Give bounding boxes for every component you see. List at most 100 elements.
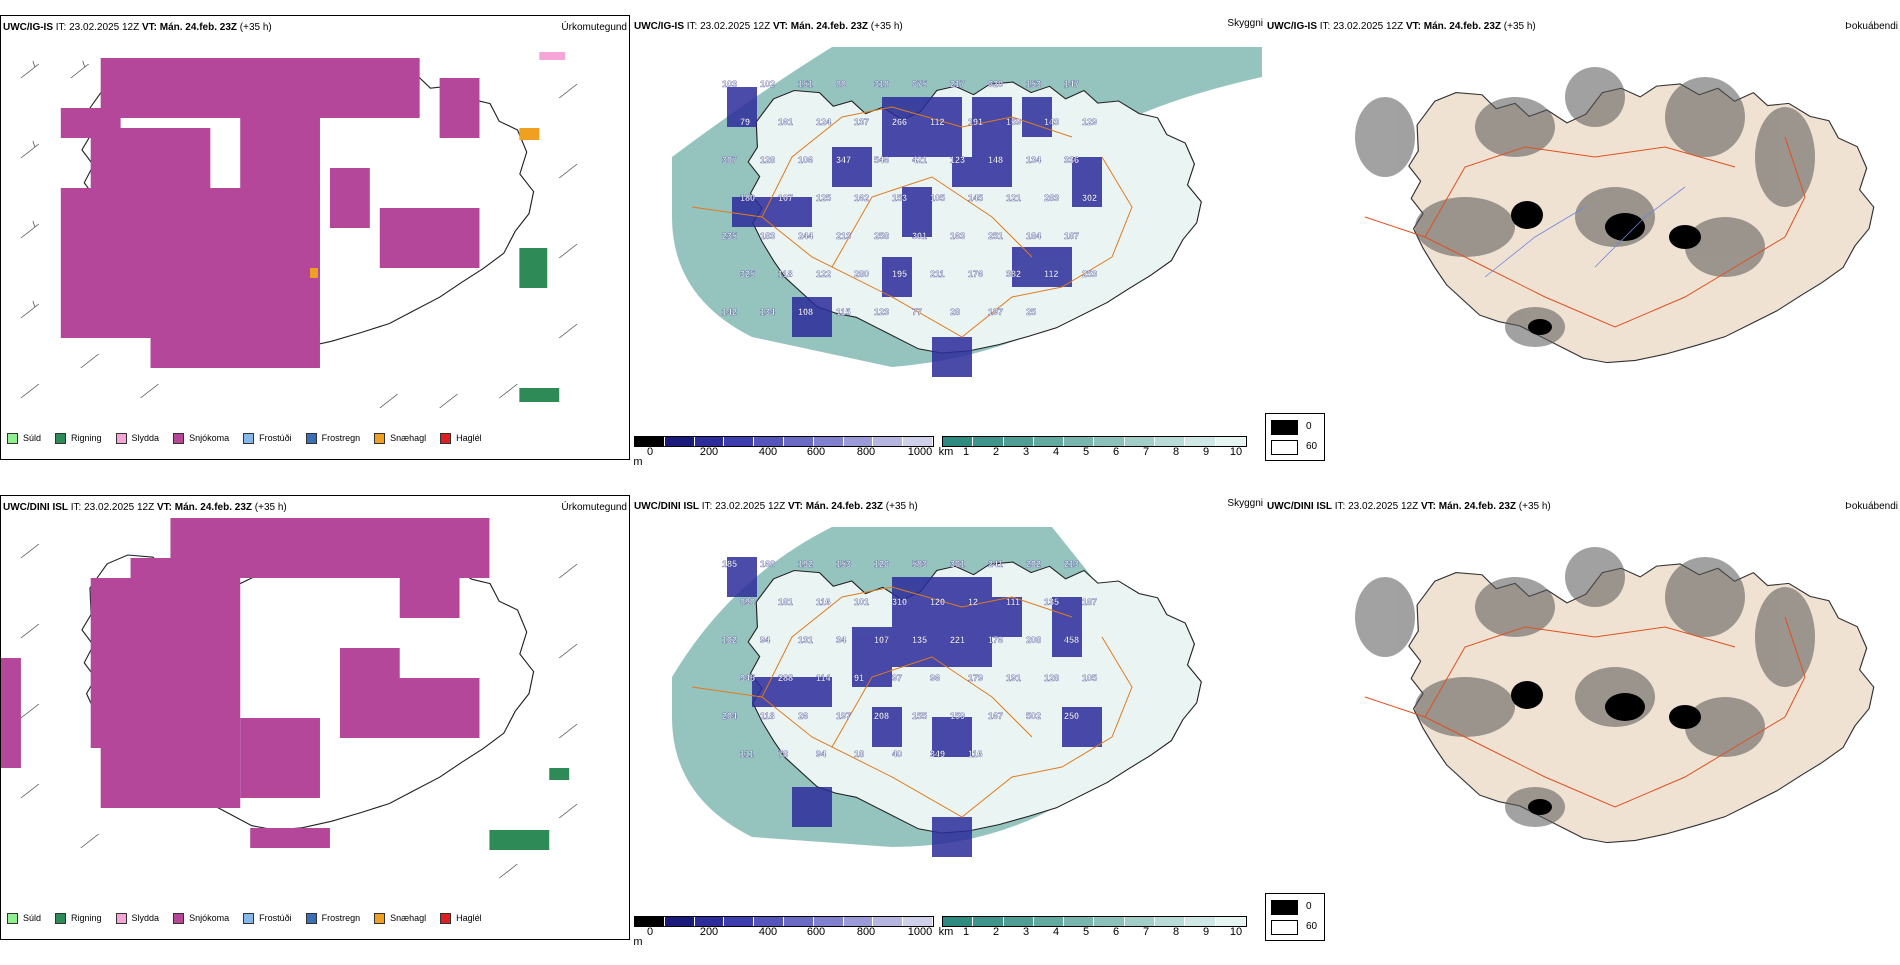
panel-title: Skyggni	[1227, 18, 1263, 29]
cloud-base-label: 347	[836, 155, 851, 165]
cloud-base-label: 213	[836, 231, 851, 241]
cloud-base-label: 151	[798, 79, 813, 89]
panel-title: Skyggni	[1227, 498, 1263, 509]
legend-item: Slydda	[115, 911, 159, 925]
precip-map	[1, 38, 629, 433]
cloud-base-label: 280	[854, 269, 869, 279]
cloud-base-areas	[727, 87, 1102, 377]
fog-map	[1265, 517, 1900, 912]
cloud-base-label: 135	[912, 635, 927, 645]
cloud-base-label: 116	[968, 749, 983, 759]
legend-item: Snæhagl	[374, 911, 426, 925]
cloud-base-label: 167	[988, 711, 1003, 721]
cloud-base-label: 185	[722, 559, 737, 569]
legend-item: Rigning	[55, 911, 102, 925]
panel-header: UWC/IG-IS IT: 23.02.2025 12Z VT: Mán. 24…	[634, 18, 1263, 35]
cloud-base-label: 102	[722, 635, 737, 645]
colorbar-tick: 0	[646, 926, 654, 938]
legend-item: Frostúði	[243, 431, 292, 445]
colorbar-tick: 200	[699, 926, 719, 938]
cloud-base-label: 211	[930, 269, 945, 279]
cloud-base-label: 128	[760, 155, 775, 165]
cloud-base-label: 101	[854, 597, 869, 607]
cloud-base-label: 131	[798, 635, 813, 645]
colorbar-tick: 6	[1112, 926, 1120, 938]
cloud-base-label: 107	[874, 635, 889, 645]
cloud-base-label: 155	[912, 711, 927, 721]
cloud-base-label: 283	[1044, 193, 1059, 203]
precip-type-panel: UWC/DINI ISL IT: 23.02.2025 12Z VT: Mán.…	[0, 495, 630, 940]
colorbar-tick: 1	[962, 926, 970, 938]
cloud-base-label: 546	[874, 155, 889, 165]
colorbar-tick: 3	[1022, 446, 1030, 458]
legend-item: Frostregn	[305, 911, 360, 925]
precip-type-panel: UWC/IG-IS IT: 23.02.2025 12Z VT: Mán. 24…	[0, 15, 630, 460]
colorbar-tick: 8	[1172, 926, 1180, 938]
precip-legend: Súld Rigning Slydda Snjókoma Frostúði Fr…	[7, 911, 482, 925]
cloud-base-label: 28	[950, 307, 960, 317]
cloud-base-label: 159	[1006, 117, 1021, 127]
init-time: IT: 23.02.2025 12Z	[70, 502, 155, 513]
cloud-base-label: 118	[760, 711, 775, 721]
colorbar-unit: km	[938, 926, 954, 938]
colorbar-tick: 8	[1172, 446, 1180, 458]
colorbar-tick: 10	[1229, 446, 1243, 458]
cloud-base-label: 118	[778, 269, 793, 279]
cloud-base-label: 107	[778, 193, 793, 203]
colorbar-tick: 200	[699, 446, 719, 458]
lead-time: (+35 h)	[885, 501, 918, 512]
cloud-base-label: 161	[778, 117, 793, 127]
colorbar-tick: 1	[962, 446, 970, 458]
colorbar-tick: 800	[856, 926, 876, 938]
cloud-base-label: 111	[740, 749, 754, 759]
cloud-base-label: 162	[854, 193, 869, 203]
cloud-base-label: 184	[1026, 231, 1041, 241]
colorbar-tick: 5	[1082, 446, 1090, 458]
visibility-colorbar: km 1 2 3 4 5 6 7 8 9 10	[938, 916, 1247, 942]
cloud-base-label: 181	[778, 597, 793, 607]
cloud-base-label: 115	[836, 307, 851, 317]
cloud-base-label: 195	[892, 269, 907, 279]
cloud-base-label: 176	[988, 635, 1003, 645]
colorbar-tick: 6	[1112, 446, 1120, 458]
cloud-base-label: 129	[1082, 117, 1097, 127]
colorbar-tick: 2	[992, 446, 1000, 458]
cloud-base-label: 250	[1064, 711, 1079, 721]
colorbar-tick: 9	[1202, 926, 1210, 938]
legend-item: Frostregn	[305, 431, 360, 445]
fog-index-panel: UWC/IG-IS IT: 23.02.2025 12Z VT: Mán. 24…	[1265, 15, 1900, 470]
cloud-base-label: 123	[950, 155, 965, 165]
cloud-base-label: 221	[950, 635, 965, 645]
cloud-base-label: 208	[1026, 635, 1041, 645]
cloud-base-label: 620	[988, 79, 1003, 89]
valid-time: VT: Mán. 24.feb. 23Z	[1405, 21, 1501, 32]
cloud-base-label: 94	[816, 749, 826, 759]
cloud-base-label: 336	[1064, 155, 1079, 165]
lead-time: (+35 h)	[239, 22, 272, 33]
panel-title: Úrkomutegund	[561, 502, 627, 513]
cloud-base-label: 945	[740, 673, 755, 683]
cloud-base-label: 180	[740, 193, 755, 203]
colorbar-tick: 5	[1082, 926, 1090, 938]
cloud-base-label: 103	[722, 79, 737, 89]
cloud-base-label: 421	[912, 155, 927, 165]
cloud-base-label: 135	[1044, 597, 1059, 607]
cloud-base-label: 458	[1064, 635, 1079, 645]
cloud-base-label: 307	[722, 155, 737, 165]
valid-time: VT: Mán. 24.feb. 23Z	[787, 501, 883, 512]
legend-item: Snjókoma	[173, 911, 229, 925]
cloud-base-label: 361	[950, 559, 965, 569]
cloud-base-label: 288	[778, 673, 793, 683]
cloud-base-label: 91	[854, 673, 864, 683]
cloud-base-label: 191	[1006, 673, 1021, 683]
cloud-base-label: 122	[816, 269, 831, 279]
colorbar-tick: 4	[1052, 446, 1060, 458]
model-name: UWC/DINI ISL	[1267, 501, 1332, 512]
cloud-base-label: 179	[968, 673, 983, 683]
cloud-base-label: 111	[1006, 597, 1020, 607]
cloud-base-label: 187	[1064, 231, 1079, 241]
panel-title: Þokuábendi	[1845, 21, 1898, 32]
cloud-base-label: 318	[874, 79, 889, 89]
cloud-base-label: 325	[740, 269, 755, 279]
colorbar-tick: 1000	[907, 926, 933, 938]
